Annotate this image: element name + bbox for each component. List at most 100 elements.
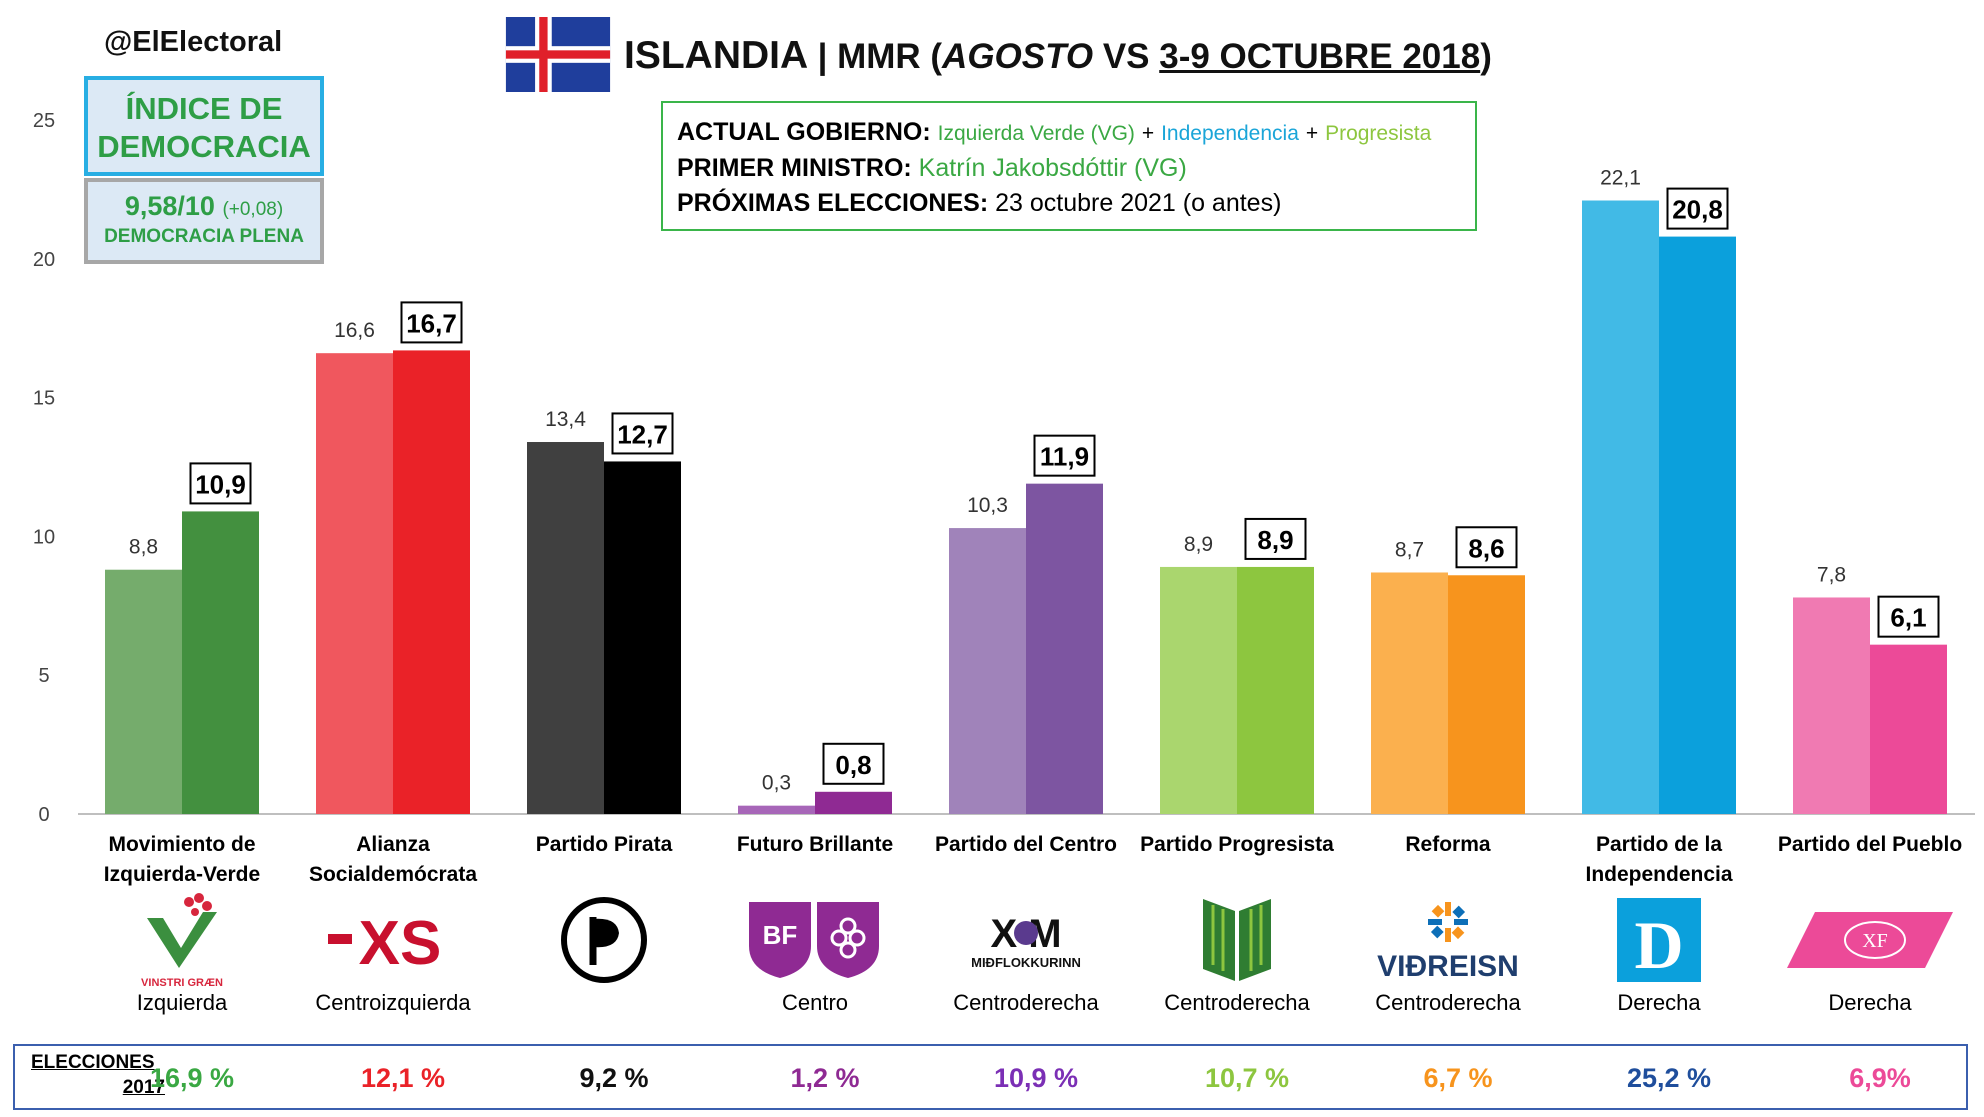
- title-close: ): [1480, 37, 1492, 76]
- data-label-box: [1033, 434, 1096, 477]
- data-label-box: [400, 301, 463, 344]
- bar-prev: [738, 805, 815, 814]
- title-current-period: 3-9 OCTUBRE 2018: [1159, 37, 1481, 76]
- bar-prev: [316, 353, 393, 814]
- category-label: Partido del Pueblo: [1765, 830, 1975, 860]
- y-tick-label: 5: [38, 665, 49, 687]
- bar-chart: 0 5 10 15 20 25 8,8 10,9 16,6 16,7 13,4 12,7 0,3 0,8 1…: [33, 110, 1975, 826]
- vidreisn-logo: VIÐREISN: [1363, 898, 1533, 987]
- prime-minister-label: PRIMER MINISTRO:: [677, 154, 912, 182]
- bar-prev: [1160, 566, 1237, 814]
- progressive-book-logo: [1197, 895, 1277, 990]
- government-line: ACTUAL GOBIERNO: Izquierda Verde (VG) + …: [677, 115, 1461, 151]
- flokkur-folksins-logo: XF: [1785, 910, 1955, 975]
- elections-2017-value: 6,7 %: [1423, 1063, 1493, 1093]
- data-label-box: [189, 462, 252, 505]
- svg-text:MIÐFLOKKURINN: MIÐFLOKKURINN: [971, 955, 1081, 970]
- prime-minister-value: Katrín Jakobsdóttir (VG): [918, 154, 1187, 182]
- page-title: ISLANDIA | MMR (AGOSTO VS 3-9 OCTUBRE 20…: [624, 34, 1492, 78]
- d-logo: D: [1617, 898, 1701, 987]
- ideology-label: Centroderecha: [1164, 990, 1310, 1015]
- bf-logo: BF: [745, 898, 885, 987]
- category-label-line-1: Movimiento de: [108, 833, 256, 856]
- democracy-score-box: 9,58/10 (+0,08) DEMOCRACIA PLENA: [84, 178, 324, 264]
- elections-2017-value: 9,2 %: [579, 1063, 649, 1093]
- data-label-box: [1877, 595, 1940, 638]
- data-label-prev: 13,4: [545, 408, 586, 431]
- elections-label-line-1: ELECCIONES: [31, 1052, 155, 1073]
- elections-2017-value: 6,9%: [1849, 1063, 1911, 1093]
- vinstri-graen-logo: VINSTRI GRÆN: [127, 890, 237, 995]
- ideology-label: Centroderecha: [1375, 990, 1521, 1015]
- democracy-score-line: 9,58/10 (+0,08): [88, 191, 320, 222]
- ideology-label: Centro: [781, 990, 849, 1015]
- bar-current: [1448, 575, 1525, 814]
- democracy-score-change: (+0,08): [222, 199, 284, 220]
- midflokkurinn-logo: X M MIÐFLOKKURINN: [956, 905, 1096, 980]
- data-label-prev: 7,8: [1817, 563, 1846, 586]
- category-label-line-2: Izquierda-Verde: [103, 863, 261, 886]
- y-tick-label: 20: [33, 249, 55, 271]
- bar-prev: [949, 528, 1026, 814]
- svg-text:BF: BF: [763, 920, 798, 950]
- ideology-label: Izquierda: [136, 990, 228, 1015]
- category-label-line-2: Socialdemócrata: [308, 863, 478, 886]
- category-label: Futuro Brillante: [710, 830, 920, 860]
- svg-text:XF: XF: [1862, 930, 1888, 952]
- bar-prev: [527, 442, 604, 814]
- bar-prev: [1793, 597, 1870, 814]
- bar-current: [1237, 566, 1314, 814]
- data-label-prev: 16,6: [334, 319, 375, 342]
- iceland-flag-icon: [505, 17, 611, 92]
- elections-2017-value: 16,9 %: [149, 1063, 235, 1093]
- category-label: Partido del Centro: [921, 830, 1131, 860]
- bar-current: [393, 350, 470, 814]
- elections-2017-value: 10,9 %: [993, 1063, 1079, 1093]
- category-label: Partido de la Independencia: [1554, 830, 1764, 890]
- category-label-line-1: Reforma: [1405, 833, 1491, 856]
- government-party-1: Izquierda Verde (VG): [937, 122, 1135, 145]
- title-prev-period: AGOSTO: [942, 37, 1094, 76]
- svg-text:XS: XS: [359, 909, 442, 978]
- data-label-current: 6,1: [1890, 603, 1926, 633]
- democracy-title-line-2: DEMOCRACIA: [97, 129, 311, 164]
- data-label-box: [1666, 187, 1729, 230]
- y-tick-label: 10: [33, 526, 55, 548]
- bar-current: [604, 461, 681, 814]
- elections-label-line-2: 2017: [122, 1077, 165, 1098]
- title-country: ISLANDIA: [624, 34, 807, 77]
- bar-current: [1026, 483, 1103, 814]
- category-label: Partido Pirata: [499, 830, 709, 860]
- category-label-line-1: Partido del Centro: [934, 833, 1118, 856]
- data-label-current: 20,8: [1672, 195, 1723, 225]
- y-tick-label: 15: [33, 388, 55, 410]
- svg-text:D: D: [1634, 907, 1683, 982]
- ideology-label: Centroizquierda: [315, 990, 471, 1015]
- title-pollster: | MMR (: [817, 37, 943, 76]
- elections-2017-label: ELECCIONES 2017: [31, 1050, 169, 1100]
- category-label-line-2: Independencia: [1585, 863, 1733, 886]
- category-label-line-1: Partido Pirata: [535, 833, 673, 856]
- data-label-current: 12,7: [617, 419, 668, 449]
- ideology-label: Derecha: [1617, 990, 1701, 1015]
- data-label-prev: 8,9: [1184, 533, 1213, 556]
- category-label-line-1: Futuro Brillante: [736, 833, 894, 856]
- data-label-current: 16,7: [406, 308, 457, 338]
- category-label-line-1: Alianza: [356, 833, 430, 856]
- ideology-label: Centroderecha: [953, 990, 1099, 1015]
- source-handle: @ElElectoral: [104, 26, 283, 58]
- y-tick-label: 0: [38, 804, 49, 826]
- bar-current: [1659, 236, 1736, 815]
- next-elections-line: PRÓXIMAS ELECCIONES: 23 octubre 2021 (o …: [677, 186, 1461, 221]
- data-label-box: [611, 412, 674, 455]
- data-label-box: [1244, 517, 1307, 560]
- democracy-title-line-1: ÍNDICE DE: [125, 91, 283, 126]
- prime-minister-line: PRIMER MINISTRO: Katrín Jakobsdóttir (VG…: [677, 151, 1461, 186]
- elections-2017-value: 1,2 %: [790, 1063, 860, 1093]
- category-label-line-1: Partido Progresista: [1140, 833, 1334, 856]
- next-elections-label: PRÓXIMAS ELECCIONES:: [677, 189, 989, 217]
- plus-sign: +: [1141, 122, 1155, 145]
- elections-2017-value: 25,2 %: [1626, 1063, 1712, 1093]
- title-vs: VS: [1093, 37, 1160, 76]
- bar-prev: [1582, 200, 1659, 814]
